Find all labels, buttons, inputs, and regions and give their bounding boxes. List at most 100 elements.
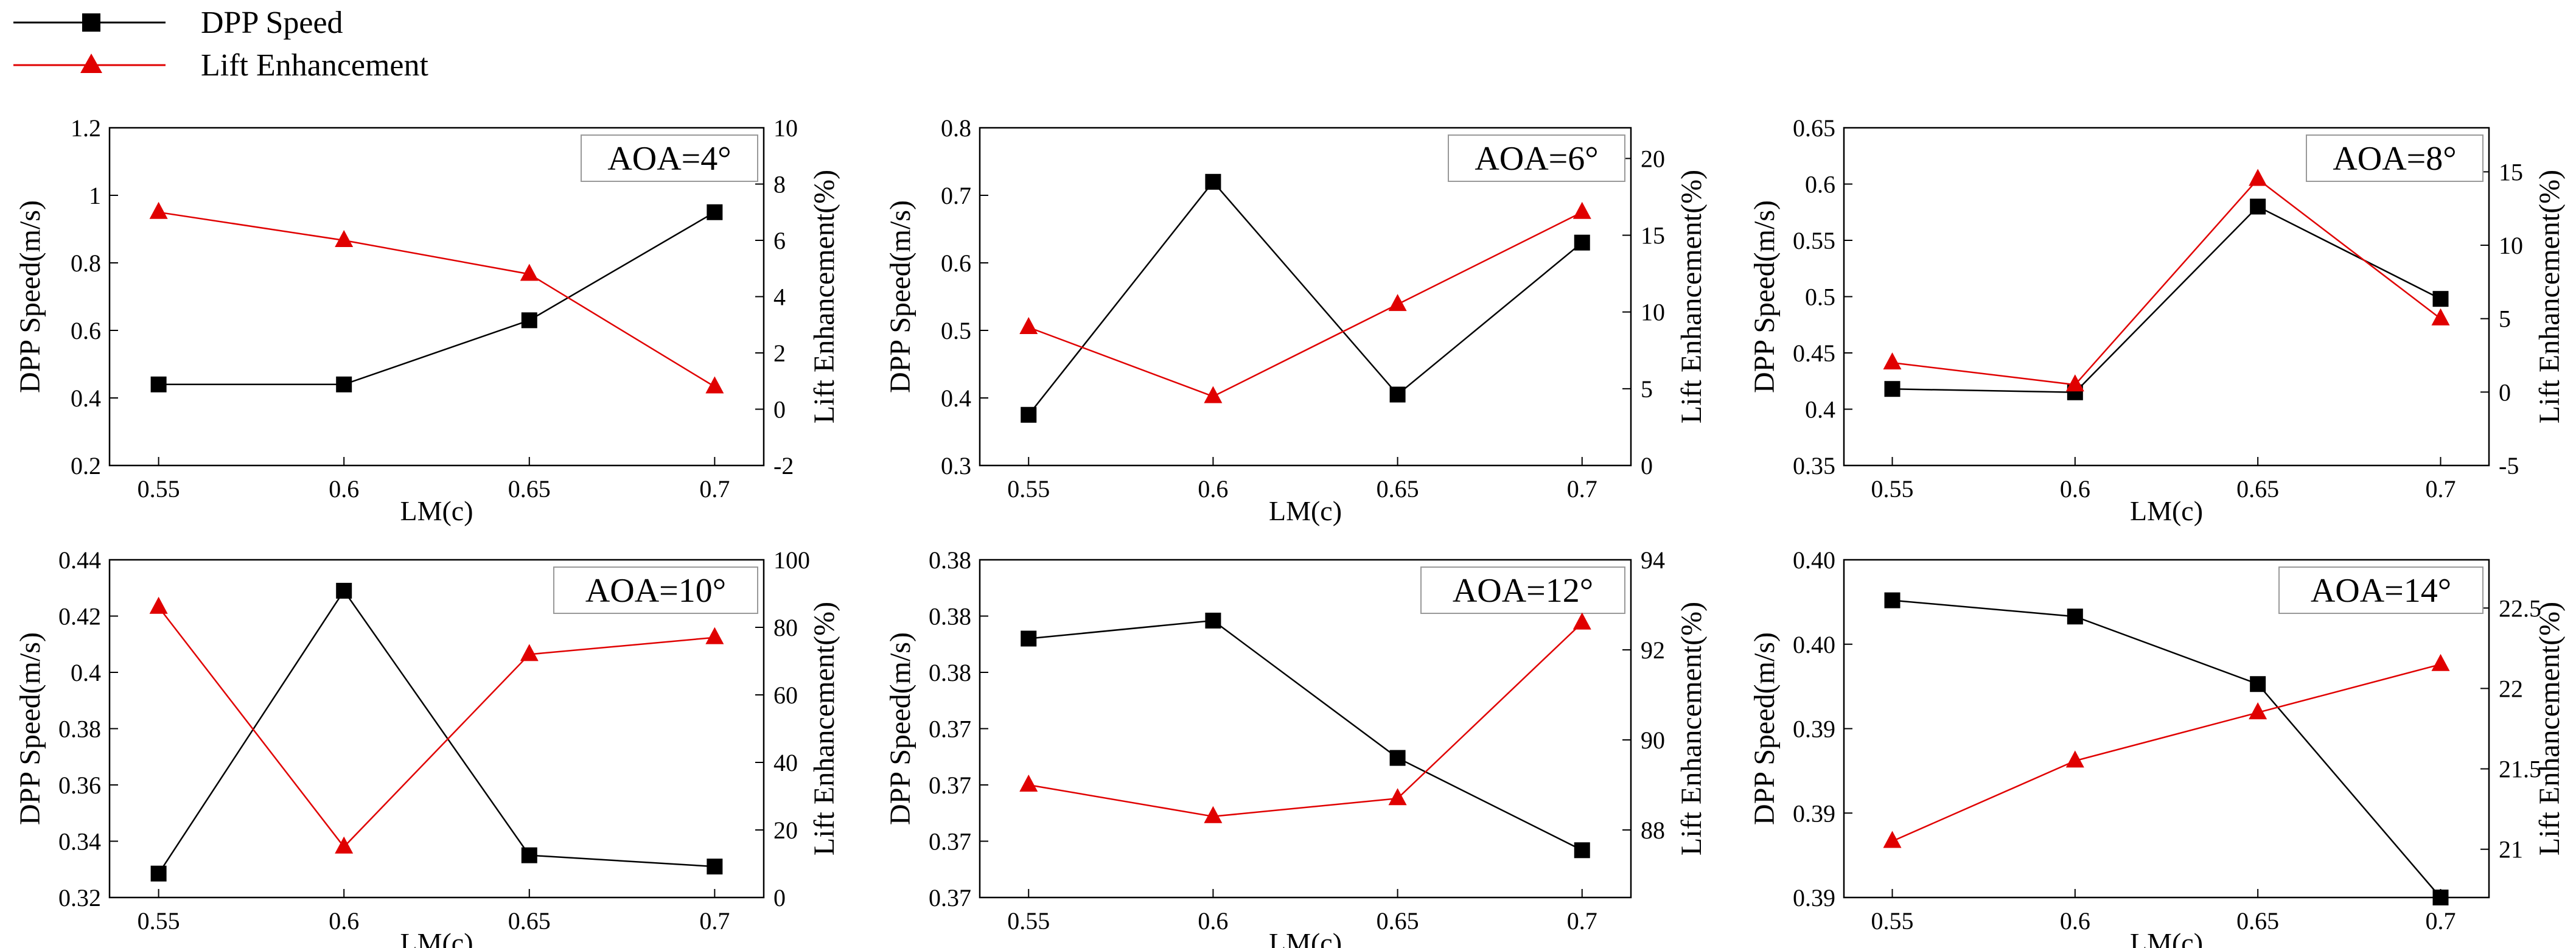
lift-enhancement-point [335, 836, 354, 854]
x-tick-label: 0.65 [1377, 907, 1419, 935]
y-tick-label-right: 10 [2499, 232, 2523, 259]
y-tick-label-left: 0.37 [929, 716, 971, 743]
y-tick-label-left: 0.5 [1805, 284, 1835, 311]
dpp-speed-line [1028, 180, 1583, 416]
chart-panel-2: 0.55 0.6 0.65 0.7 0.3 0.4 0.5 0.6 0.7 0.8 0 5 10 15 20… [884, 114, 1708, 526]
x-tick-label: 0.6 [2060, 907, 2090, 935]
dpp-speed-point [2067, 608, 2083, 625]
chart-title: AOA=8° [2333, 140, 2456, 178]
dpp-speed-point [336, 582, 352, 599]
lift-enhancement-point [1019, 316, 1038, 334]
title-box [2278, 566, 2484, 614]
y-tick-label-right: 21 [2499, 836, 2523, 863]
y-tick-label-right: 5 [2499, 305, 2511, 333]
y-tick-label-right: 10 [773, 114, 798, 142]
lift-enhancement-point [149, 201, 168, 219]
legend-entry-dpp-speed: DPP Speed [13, 5, 343, 40]
lift-enhancement-line [158, 606, 715, 848]
dpp-speed-point [1884, 592, 1901, 608]
x-tick-label: 0.55 [1007, 907, 1050, 935]
x-axis-label: LM(c) [400, 495, 473, 526]
dpp-speed-point [1021, 630, 1037, 647]
y-tick-label-left: 0.65 [1793, 114, 1835, 142]
y-tick-label-left: 0.38 [929, 659, 971, 686]
dpp-speed-point [521, 312, 537, 329]
lift-enhancement-line [1028, 211, 1583, 397]
y-axis-label-right: Lift Enhancement(%) [808, 602, 840, 856]
x-tick-label: 0.6 [329, 907, 359, 935]
y-tick-label-left: 0.4 [71, 385, 101, 412]
y-axis-label-left: DPP Speed(m/s) [14, 200, 46, 393]
y-tick-label-left: 0.38 [929, 546, 971, 574]
dpp-speed-point [2250, 676, 2266, 692]
x-tick-label: 0.7 [699, 475, 730, 503]
x-tick-label: 0.55 [1871, 475, 1914, 503]
y-tick-label-left: 0.6 [71, 317, 101, 344]
title-box [1448, 134, 1625, 182]
chart-title: AOA=14° [2311, 572, 2451, 610]
y-axis-label-right: Lift Enhancement(%) [2533, 602, 2566, 856]
y-tick-label-right: 15 [2499, 158, 2523, 186]
y-tick-label-left: 0.5 [941, 317, 971, 344]
y-tick-label-left: 0.40 [1793, 631, 1835, 658]
y-tick-label-left: 1 [89, 182, 101, 209]
dpp-speed-point [1389, 750, 1406, 766]
lift-enhancement-point [705, 376, 724, 394]
y-tick-label-right: 10 [1641, 299, 1665, 326]
y-tick-label-right: -5 [2499, 452, 2519, 479]
dpp-speed-point [336, 376, 352, 392]
dpp-speed-point [2432, 890, 2449, 905]
x-tick-label: 0.7 [699, 907, 730, 935]
lift-enhancement-point [1204, 806, 1223, 823]
x-tick-label: 0.55 [138, 907, 180, 935]
lift-enhancement-point [1388, 294, 1407, 312]
y-tick-label-left: 0.6 [1805, 171, 1835, 198]
x-tick-label: 0.6 [1198, 475, 1228, 503]
dpp-speed-point [707, 859, 723, 875]
y-tick-label-left: 0.55 [1793, 227, 1835, 254]
y-tick-label-right: 15 [1641, 222, 1665, 249]
y-axis-label-right: Lift Enhancement(%) [1675, 602, 1708, 856]
chart-panel-4: 0.55 0.6 0.65 0.7 0.32 0.34 0.36 0.38 0.4 0.42 0.4… [14, 546, 840, 948]
dpp-speed-point [1389, 386, 1406, 403]
y-tick-label-right: 8 [773, 171, 786, 198]
y-tick-label-left: 0.40 [1793, 546, 1835, 574]
lift-enhancement-point [1204, 386, 1223, 403]
y-axis-label-left: DPP Speed(m/s) [14, 632, 46, 825]
y-tick-label-right: 0 [773, 884, 786, 911]
y-tick-label-left: 0.44 [58, 546, 101, 574]
y-tick-label-left: 0.37 [929, 772, 971, 799]
x-tick-label: 0.6 [1198, 907, 1228, 935]
y-tick-label-left: 0.4 [941, 385, 971, 412]
dpp-speed-point [1205, 612, 1221, 629]
lift-enhancement-point [1019, 775, 1038, 792]
dpp-speed-point [150, 376, 167, 392]
x-tick-label: 0.7 [1567, 475, 1597, 503]
y-tick-label-right: 0 [2499, 378, 2511, 406]
legend-entry-lift-enhancement: Lift Enhancement [13, 48, 429, 83]
lift-enhancement-point [1388, 788, 1407, 806]
y-tick-label-right: 0 [773, 396, 786, 423]
y-tick-label-right: 94 [1641, 546, 1665, 574]
lift-enhancement-line [1891, 663, 2441, 842]
dpp-speed-point [1574, 842, 1590, 859]
chart-panel-6: 0.55 0.6 0.65 0.7 0.39 0.39 0.39 0.40 0.40 21 21.5… [1748, 546, 2566, 948]
x-axis-label: LM(c) [1269, 495, 1342, 526]
chart-panel-5: 0.55 0.6 0.65 0.7 0.37 0.37 0.37 0.37 0.38 0.38 0.… [884, 546, 1708, 948]
y-axis-label-right: Lift Enhancement(%) [2533, 170, 2566, 423]
y-tick-label-left: 0.38 [58, 716, 101, 743]
y-tick-label-left: 0.3 [941, 452, 971, 479]
dpp-speed-point [521, 847, 537, 863]
x-tick-label: 0.7 [1567, 907, 1597, 935]
legend-label-lift-enhancement: Lift Enhancement [201, 48, 429, 83]
y-axis-label-left: DPP Speed(m/s) [884, 632, 916, 825]
chart-panel-3: 0.55 0.6 0.65 0.7 0.35 0.4 0.45 0.5 0.55 0.6 0.65 -… [1748, 114, 2566, 526]
lift-enhancement-point [1883, 352, 1902, 370]
title-box [553, 566, 758, 614]
y-tick-label-left: 1.2 [71, 114, 101, 142]
lift-enhancement-point [2065, 374, 2084, 392]
y-tick-label-right: 90 [1641, 727, 1665, 754]
x-tick-label: 0.55 [1007, 475, 1050, 503]
dpp-speed-line [1892, 205, 2442, 394]
